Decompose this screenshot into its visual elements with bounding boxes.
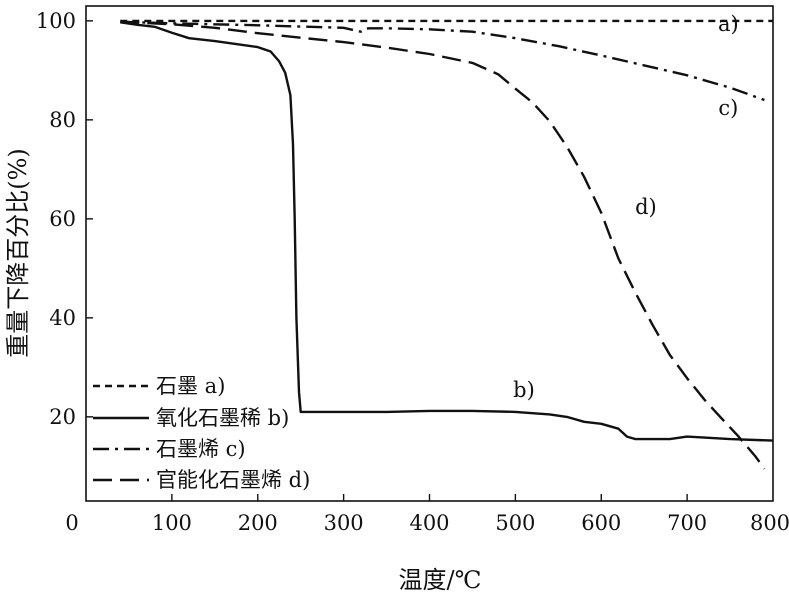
x-axis-title: 温度/℃ [399, 566, 482, 594]
legend-label: 石墨 a) [156, 374, 225, 398]
y-tick-label: 100 [36, 9, 76, 33]
x-tick-label: 700 [667, 511, 707, 535]
curve-label: b) [513, 378, 535, 402]
legend: 石墨 a) 氧化石墨稀 b) 石墨烯 c) 官能化石墨烯 d) [93, 374, 310, 492]
series-line-c [120, 20, 765, 102]
legend-label: 氧化石墨稀 b) [156, 406, 289, 430]
y-tick-label: 20 [49, 405, 76, 429]
x-tick-label: 0 [65, 511, 78, 535]
x-tick-label: 800 [750, 511, 789, 535]
x-tick-label: 300 [324, 511, 364, 535]
series-line-d [120, 20, 766, 470]
y-tick-label: 40 [49, 306, 76, 330]
x-axis: 0 100 200 300 400 500 600 700 800 [65, 494, 789, 535]
y-axis-title: 重量下降百分比(%) [4, 148, 32, 358]
curve-labels: a) b) c) d) [513, 12, 739, 402]
x-tick-label: 500 [495, 511, 535, 535]
legend-label: 石墨烯 c) [156, 437, 246, 461]
x-tick-label: 200 [238, 511, 278, 535]
x-tick-label: 100 [152, 511, 192, 535]
curve-label: a) [718, 12, 739, 36]
y-tick-label: 60 [49, 207, 76, 231]
series-layer [120, 19, 774, 470]
y-axis: 20 40 60 80 100 [36, 9, 93, 429]
curve-label: d) [635, 195, 657, 219]
series-line-b [120, 21, 774, 442]
x-tick-label: 600 [581, 511, 621, 535]
curve-label: c) [718, 96, 738, 120]
x-tick-label: 400 [409, 511, 449, 535]
y-tick-label: 80 [49, 108, 76, 132]
legend-label: 官能化石墨烯 d) [156, 468, 310, 492]
